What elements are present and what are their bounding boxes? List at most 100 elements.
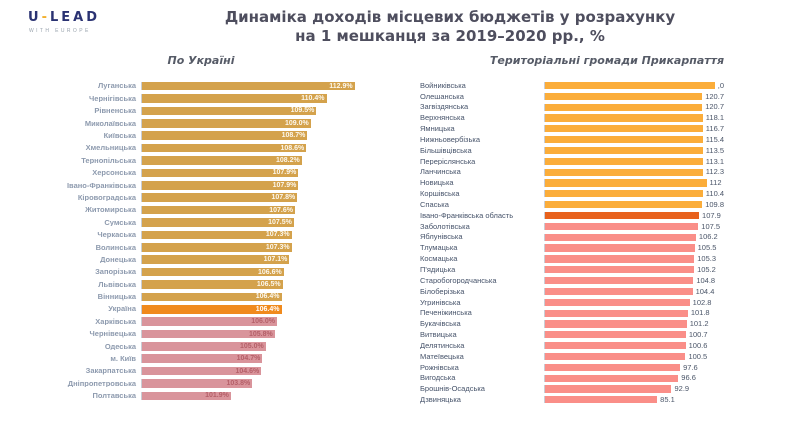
category-label: Космацька (420, 255, 458, 263)
logo-dash: - (41, 10, 50, 25)
bar-track: 113.5 (544, 145, 724, 155)
bar-track: 112 (544, 178, 724, 188)
category-label: Печеніжинська (420, 309, 472, 317)
bar-row: Яблунівська 106.2 (420, 232, 782, 243)
bar-track: 107.8% (141, 193, 358, 202)
bar-row: Ланчинська 112.3 (420, 167, 782, 178)
bar: 106.5% (142, 280, 283, 289)
bar-row: Рожнівська 97.6 (420, 362, 782, 373)
bar-row: Печеніжинська 101.8 (420, 308, 782, 319)
bar (545, 168, 703, 176)
bar: 109.0% (142, 119, 311, 128)
value-label: 107.8% (271, 194, 296, 202)
category-label: Донецька (100, 255, 136, 264)
bar (545, 287, 693, 296)
bar-track: 118.1 (544, 114, 724, 122)
category-label: Верхнянська (420, 114, 465, 122)
value-label: 105.3 (697, 254, 717, 264)
logo-part-lead: LEAD (49, 10, 100, 25)
category-label: Чернігівська (89, 94, 136, 103)
category-label: Витвицька (420, 331, 457, 339)
category-label: Білоберізька (420, 287, 465, 296)
value-label: 100.6 (688, 340, 708, 350)
bar-row: Київська 108.7% (36, 130, 376, 142)
bar (545, 92, 703, 100)
bar-row: Космацька 105.3 (420, 254, 782, 265)
category-label: Коршівська (420, 190, 460, 198)
category-label: Тлумацька (420, 244, 458, 252)
bar-row: Миколаївська 109.0% (36, 117, 376, 129)
bar-row: Кіровоградська 107.8% (36, 192, 376, 204)
bar-row: Більшівцівська 113.5 (420, 145, 782, 156)
bar-row: Спаська 109.8 (420, 199, 782, 210)
category-label: Тернопільська (81, 156, 136, 165)
category-label: П'ядицька (420, 266, 456, 274)
bar-row: Одеська 105.0% (36, 340, 376, 352)
bar-track: 101.2 (544, 319, 724, 329)
category-label: Яблунівська (420, 233, 463, 241)
slide-title-line1: Динаміка доходів місцевих бюджетів у роз… (224, 8, 676, 26)
bar-track: 85.1 (544, 396, 724, 404)
bar-row: Рівненська 109.5% (36, 105, 376, 117)
bar-track: 113.1 (544, 158, 724, 165)
value-label: 100.5 (688, 351, 708, 361)
bar-track: 108.2% (141, 156, 358, 165)
bar-track: 116.7 (544, 125, 724, 133)
bar (545, 222, 699, 230)
category-label: Івано-Франківська область (420, 211, 514, 220)
bar: 106.6% (142, 267, 284, 277)
bar-row: Луганська 112.9% (36, 80, 376, 92)
bar (545, 179, 707, 187)
category-label: Вінницька (97, 293, 136, 301)
category-label: Полтавська (92, 392, 136, 400)
category-label: Київська (103, 132, 136, 140)
category-label: Луганська (98, 82, 136, 90)
bar-row: Дніпропетровська 103.8% (36, 377, 376, 389)
bar (545, 233, 696, 241)
value-label: 112.3 (705, 167, 724, 177)
value-label: 107.9% (272, 169, 297, 177)
category-label: Херсонська (92, 169, 136, 177)
bar-track: 110.4% (141, 94, 358, 103)
bar-track: 102.8 (544, 299, 724, 306)
bar-row: Херсонська 107.9% (36, 167, 376, 179)
bar (545, 125, 703, 133)
value-label: 112 (709, 178, 722, 188)
bar: 108.2% (142, 156, 302, 165)
bar-track: 107.1% (141, 255, 358, 264)
bar-row: Чернігівська 110.4% (36, 92, 376, 104)
bar-row: Житомирська 107.6% (36, 204, 376, 216)
category-label: Брошнів-Осадська (420, 385, 485, 393)
value-label: 101.9% (205, 392, 229, 400)
bar: 107.3% (142, 242, 292, 252)
value-label: 101.2 (689, 319, 709, 329)
bar (545, 331, 686, 339)
value-label: 107.1% (263, 256, 288, 264)
bar-track: 107.9 (544, 212, 724, 220)
value-label: 102.8 (692, 297, 712, 307)
bar-track: 109.0% (141, 119, 358, 128)
category-label: Букачівська (420, 320, 461, 328)
value-label: 106.5% (256, 280, 281, 288)
value-label: 103.8% (226, 380, 251, 388)
bar (545, 201, 703, 209)
bar (545, 363, 681, 371)
bar-track: 105.2 (544, 266, 724, 274)
chart-communities: Войниківська ,0 Олешанська 120.7 Загвіздянсь… (420, 80, 782, 405)
logo-subtitle: WITH EUROPE (29, 28, 91, 34)
value-label: 113.5 (705, 145, 724, 155)
category-label: Одеська (104, 342, 136, 351)
bar-track: 92.9 (544, 385, 724, 393)
bar-track: 107.9% (141, 168, 358, 178)
bar: 106.0% (142, 317, 277, 326)
bar-track: 105.8% (141, 329, 358, 339)
category-label: Матеївецька (420, 352, 464, 361)
value-label: 112.9% (329, 82, 353, 90)
bar-row: Вінницька 106.4% (36, 291, 376, 303)
bar-track: 103.8% (141, 379, 358, 388)
logo-text: U-LEAD (28, 11, 100, 25)
bar (545, 385, 672, 393)
bar-row: Угринівська 102.8 (420, 297, 782, 308)
bar: 105.8% (142, 329, 275, 339)
bar-track: 112.3 (544, 167, 724, 177)
